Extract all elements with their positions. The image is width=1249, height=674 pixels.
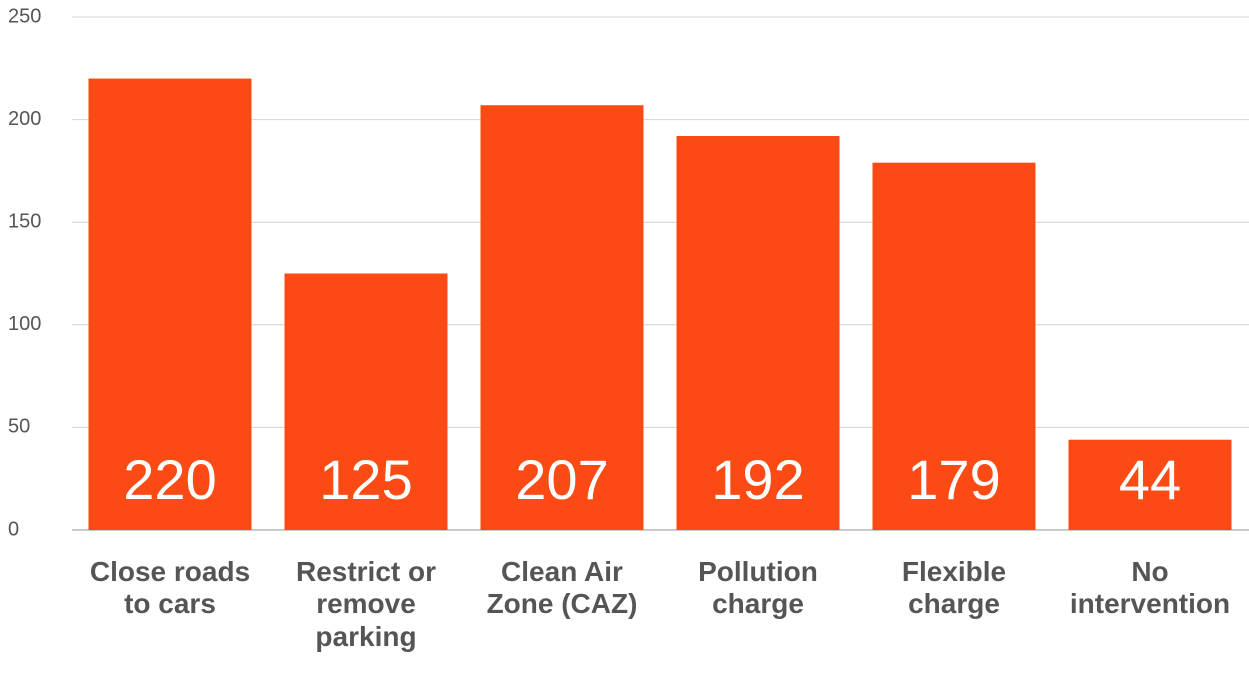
value-label: 125	[319, 448, 412, 511]
value-label: 220	[123, 448, 216, 511]
y-tick-label: 0	[8, 518, 19, 540]
x-tick-label: No intervention	[1069, 556, 1231, 620]
y-tick-label: 200	[8, 108, 41, 130]
value-label: 192	[711, 448, 804, 511]
y-tick-label: 250	[8, 5, 41, 27]
x-tick-label: Flexible charge	[901, 556, 1007, 620]
y-tick-label: 150	[8, 210, 41, 232]
x-tick-label: Clean Air Zone (CAZ)	[486, 556, 638, 620]
bar	[284, 273, 448, 530]
y-tick-label: 50	[8, 416, 30, 438]
value-label: 179	[907, 448, 1000, 511]
x-tick-label: Restrict or remove parking	[295, 556, 437, 652]
bar	[88, 78, 252, 530]
bar	[872, 162, 1036, 530]
bar	[1068, 439, 1232, 530]
value-label: 207	[515, 448, 608, 511]
bar	[480, 105, 644, 531]
y-tick-label: 100	[8, 313, 41, 335]
value-label: 44	[1119, 448, 1181, 511]
x-tick-label: Pollution charge	[698, 556, 818, 620]
x-tick-label: Close roads to cars	[89, 556, 251, 620]
bar	[676, 136, 840, 531]
